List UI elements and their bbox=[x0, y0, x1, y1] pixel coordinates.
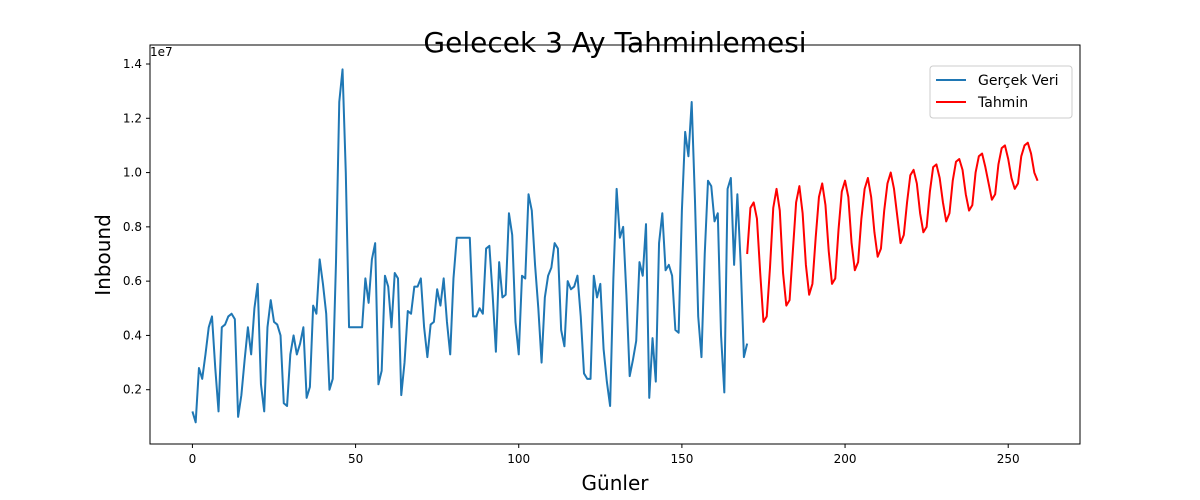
x-tick-label: 150 bbox=[670, 452, 693, 466]
y-axis-ticks: 0.2 0.4 0.6 0.8 1.0 1.2 1.4 bbox=[123, 57, 150, 397]
x-tick-label: 100 bbox=[507, 452, 530, 466]
series-line-gercek-veri bbox=[191, 68, 749, 424]
legend: Gerçek Veri Tahmin bbox=[929, 65, 1073, 119]
y-offset-label: 1e7 bbox=[150, 45, 173, 59]
x-tick-label: 200 bbox=[834, 452, 857, 466]
y-tick-label: 1.4 bbox=[123, 57, 142, 71]
x-axis-ticks: 0 50 100 150 200 250 bbox=[189, 444, 1020, 466]
plot-area-frame bbox=[149, 44, 1081, 445]
y-tick-label: 0.4 bbox=[123, 328, 142, 342]
legend-label-gercek-veri: Gerçek Veri bbox=[978, 73, 1059, 89]
y-tick-label: 0.6 bbox=[123, 274, 142, 288]
y-tick-label: 0.8 bbox=[123, 220, 142, 234]
y-tick-label: 0.2 bbox=[123, 383, 142, 397]
x-tick-label: 250 bbox=[997, 452, 1020, 466]
x-tick-label: 0 bbox=[189, 452, 197, 466]
plot-lines bbox=[191, 68, 1039, 424]
legend-label-tahmin: Tahmin bbox=[977, 95, 1028, 111]
x-axis-label: Günler bbox=[582, 471, 650, 495]
y-tick-label: 1.0 bbox=[123, 166, 142, 180]
chart-title: Gelecek 3 Ay Tahminlemesi bbox=[423, 26, 806, 59]
y-tick-label: 1.2 bbox=[123, 111, 142, 125]
series-line-tahmin bbox=[746, 141, 1039, 323]
y-axis-label: Inbound bbox=[91, 214, 115, 296]
x-tick-label: 50 bbox=[348, 452, 363, 466]
